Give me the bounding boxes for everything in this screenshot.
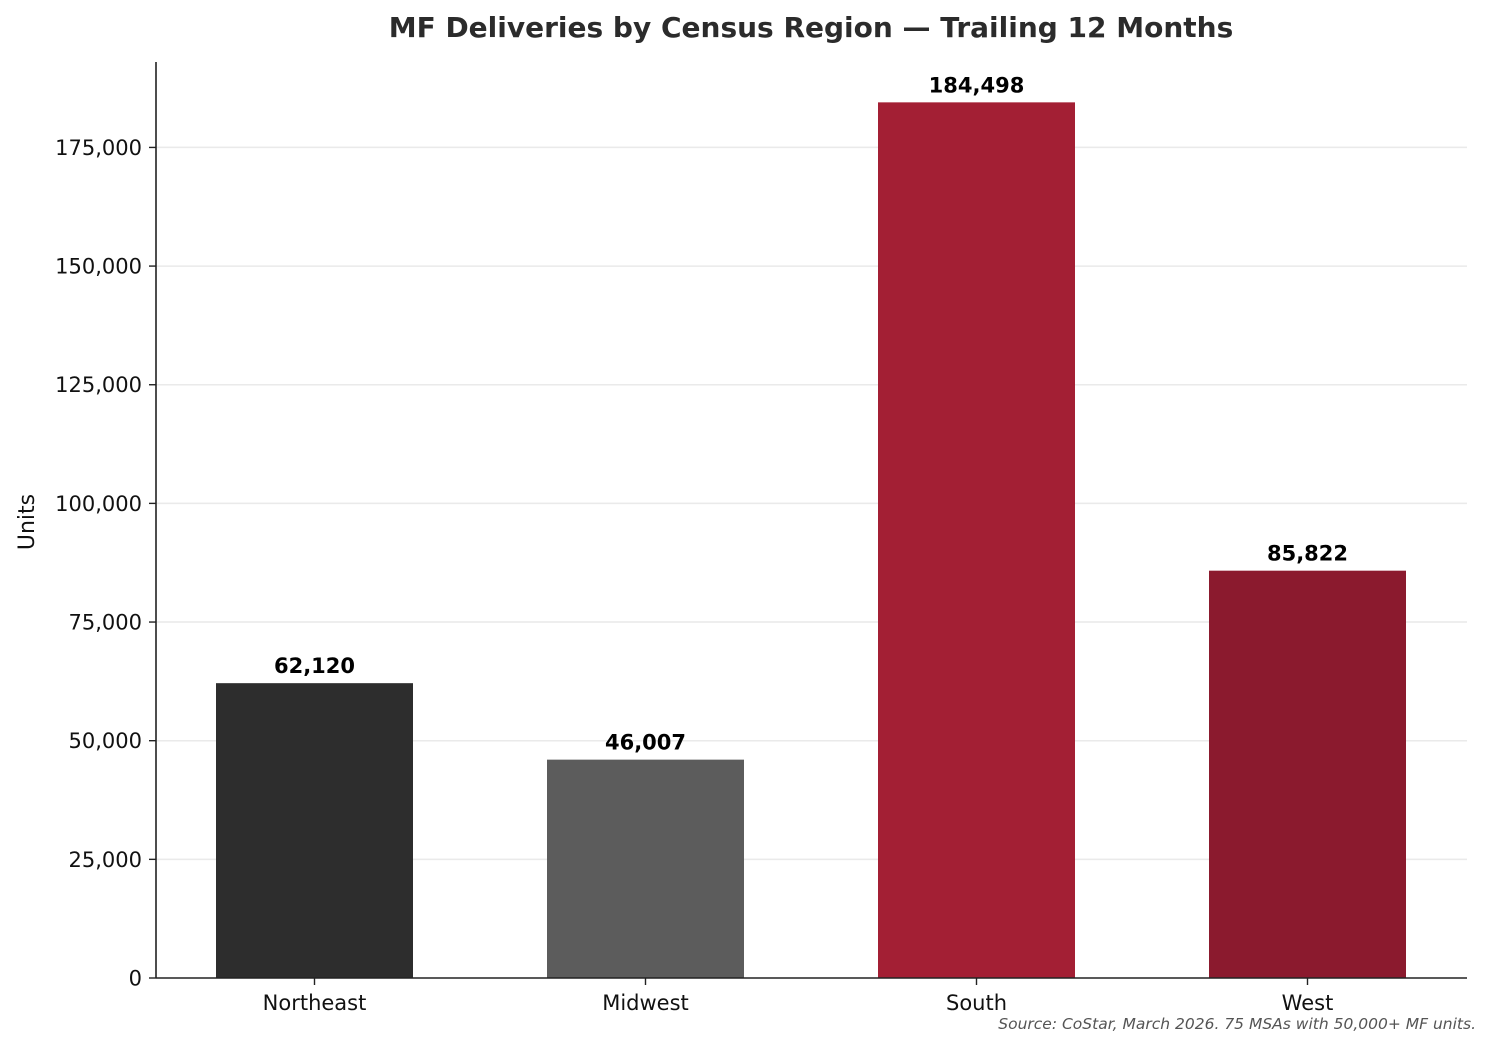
bars <box>216 102 1406 979</box>
x-tick-label-south: South <box>946 991 1007 1015</box>
y-tick-label: 175,000 <box>55 136 142 160</box>
x-axis-ticks: Northeast Midwest South West <box>263 978 1334 1015</box>
x-tick-label-northeast: Northeast <box>263 991 367 1015</box>
y-axis-ticks: 0 25,000 50,000 75,000 100,000 125,000 150,000… <box>55 136 156 991</box>
bar-west <box>1209 570 1406 978</box>
source-note: Source: CoStar, March 2026. 75 MSAs with… <box>998 1015 1476 1033</box>
y-tick-label: 25,000 <box>69 848 142 872</box>
y-tick-label: 100,000 <box>55 492 142 516</box>
grid-lines <box>156 146 1467 861</box>
x-tick-label-west: West <box>1282 991 1334 1015</box>
bar-south <box>878 102 1075 979</box>
y-tick-label: 125,000 <box>55 373 142 397</box>
data-label-south: 184,498 <box>929 73 1025 97</box>
y-tick-label: 75,000 <box>69 611 142 635</box>
bar-northeast <box>216 683 413 978</box>
chart-title: MF Deliveries by Census Region — Trailin… <box>389 11 1234 44</box>
x-tick-label-midwest: Midwest <box>602 991 689 1015</box>
data-label-northeast: 62,120 <box>274 654 355 678</box>
bar-midwest <box>547 759 744 978</box>
axes <box>155 62 1467 979</box>
y-tick-label: 50,000 <box>69 729 142 753</box>
y-tick-label: 0 <box>129 967 142 991</box>
y-axis-label: Units <box>15 494 40 550</box>
data-label-midwest: 46,007 <box>605 731 686 755</box>
data-label-west: 85,822 <box>1267 542 1348 566</box>
data-labels: 62,120 46,007 184,498 85,822 <box>274 73 1348 754</box>
y-tick-label: 150,000 <box>55 255 142 279</box>
